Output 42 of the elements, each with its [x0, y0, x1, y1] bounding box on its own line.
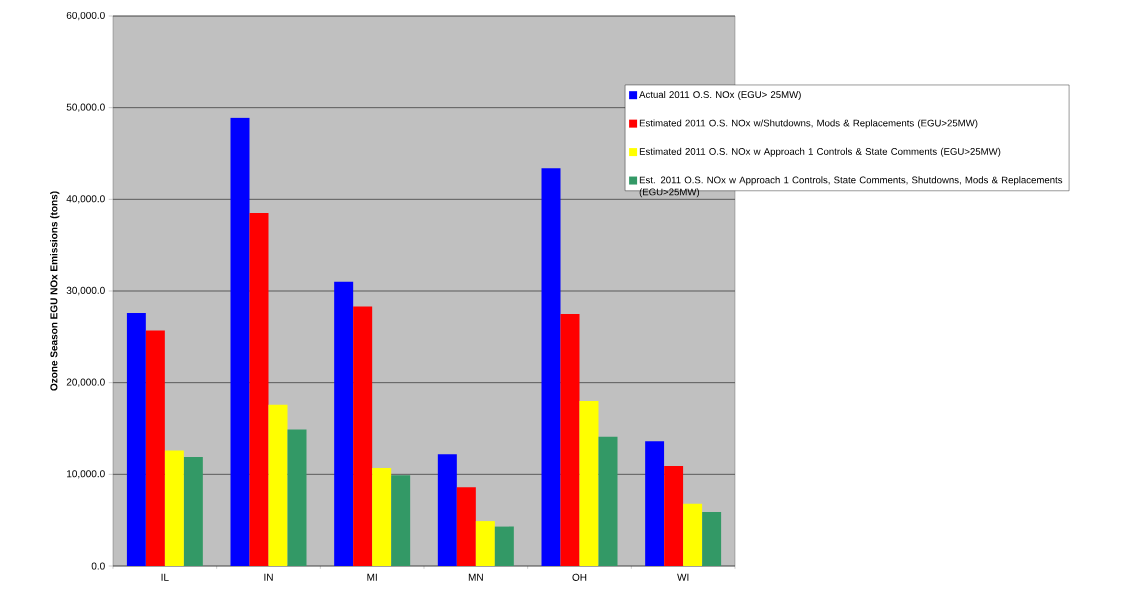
- bar: [372, 467, 392, 566]
- bar: [183, 456, 203, 566]
- x-tick-label: OH: [572, 573, 587, 581]
- bar: [334, 281, 354, 566]
- bar: [126, 313, 146, 566]
- bar: [287, 429, 307, 566]
- y-tick-label: 30,000.0: [66, 286, 105, 296]
- x-tick-label: IL: [161, 573, 169, 581]
- bar: [494, 526, 514, 566]
- bar: [683, 503, 703, 566]
- legend-label: Actual 2011 O.S. NOx (EGU> 25MW): [639, 90, 801, 100]
- y-tick-label: 50,000.0: [66, 103, 105, 112]
- y-tick-label: 20,000.0: [66, 378, 105, 387]
- y-tick-label: 60,000.0: [66, 11, 105, 21]
- legend-label: Estimated 2011 O.S. NOx w Approach 1 Controls & State Comments (EGU>25MW): [639, 147, 1001, 157]
- bar: [560, 313, 580, 566]
- bar: [391, 475, 411, 566]
- bar: [249, 213, 269, 566]
- bar: [230, 117, 250, 566]
- bar: [598, 436, 618, 566]
- bar: [456, 487, 476, 566]
- y-axis-title: Ozone Season EGU NOx Emissions (tons): [50, 191, 60, 391]
- x-tick-label: MN: [468, 573, 483, 581]
- bar: [645, 441, 665, 566]
- bar: [541, 168, 561, 566]
- bar: [475, 521, 495, 566]
- legend-label: Est. 2011 O.S. NOx w Approach 1 Controls, State Comments, Shutdowns, Mods & Replacements (EGU>25MW): [639, 176, 1063, 198]
- x-tick-label: IN: [264, 573, 273, 581]
- bar: [164, 450, 184, 566]
- bar: [437, 454, 457, 566]
- bar: [353, 306, 373, 566]
- y-tick-label: 0.0: [91, 562, 105, 570]
- y-tick-label: 40,000.0: [66, 195, 105, 204]
- x-tick-label: WI: [677, 573, 689, 581]
- legend-label: Estimated 2011 O.S. NOx w/Shutdowns, Mods & Replacements (EGU>25MW): [639, 119, 978, 129]
- y-tick-label: 10,000.0: [67, 470, 105, 479]
- bar: [579, 401, 599, 566]
- x-tick-label: MI: [367, 573, 377, 581]
- bar: [664, 466, 684, 566]
- bar: [702, 511, 722, 566]
- bar: [145, 330, 165, 566]
- bar: [268, 404, 288, 566]
